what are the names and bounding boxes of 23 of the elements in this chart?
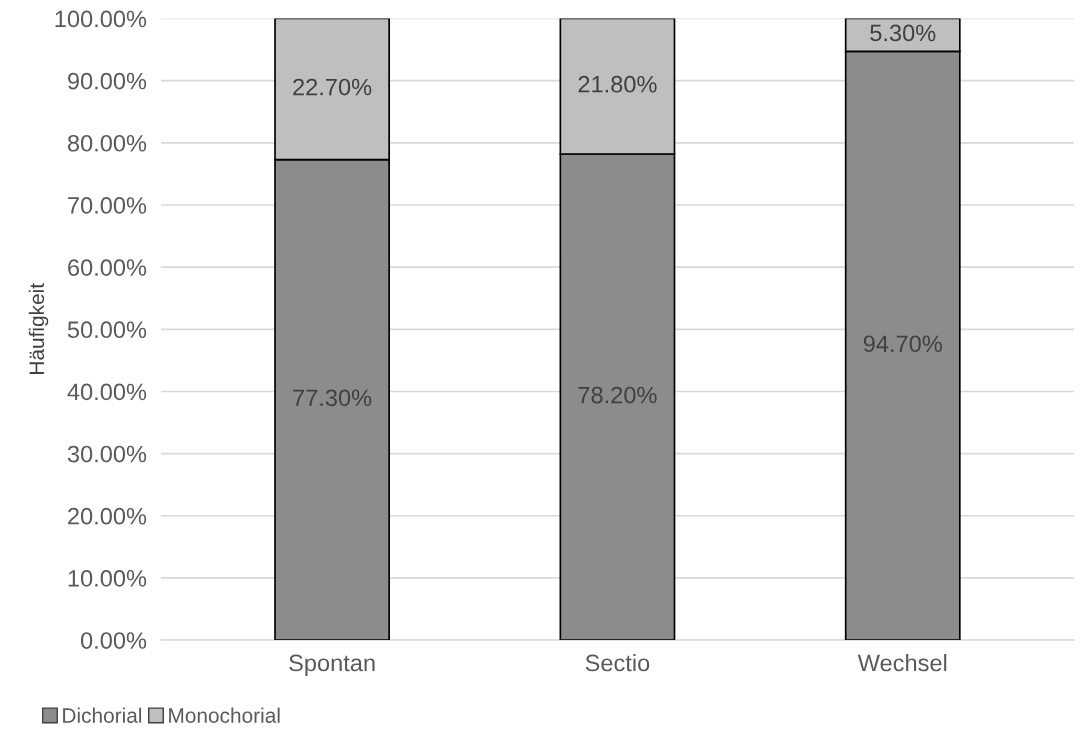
y-tick-label: 60.00% <box>68 259 147 276</box>
y-tick-label: 80.00% <box>67 134 147 152</box>
y-tick-label: 70.00% <box>68 197 147 214</box>
legend-label: Dichorial <box>63 707 142 723</box>
y-tick-label: 30.00% <box>67 445 147 463</box>
legend-label: Monochorial <box>169 707 280 723</box>
data-label: 21.80% <box>578 75 657 93</box>
y-tick-label: 0.00% <box>80 632 147 649</box>
y-tick-label: 90.00% <box>68 72 147 90</box>
x-tick-label: Wechsel <box>857 653 947 672</box>
x-tick-label: Sectio <box>585 653 650 672</box>
y-tick-label: 10.00% <box>68 570 147 587</box>
y-tick-label: 50.00% <box>67 321 147 339</box>
data-label: 94.70% <box>863 335 942 353</box>
data-label: 77.30% <box>293 389 372 407</box>
y-tick-label: 20.00% <box>68 507 147 525</box>
y-tick-label: 40.00% <box>67 383 147 401</box>
data-label: 5.30% <box>870 24 936 42</box>
data-label: 78.20% <box>578 386 657 404</box>
y-axis-title: Häufigkeit <box>28 283 49 374</box>
x-tick-label: Spontan <box>289 654 375 676</box>
y-tick-label: 100.00% <box>55 10 147 28</box>
data-label: 22.70% <box>293 78 372 96</box>
